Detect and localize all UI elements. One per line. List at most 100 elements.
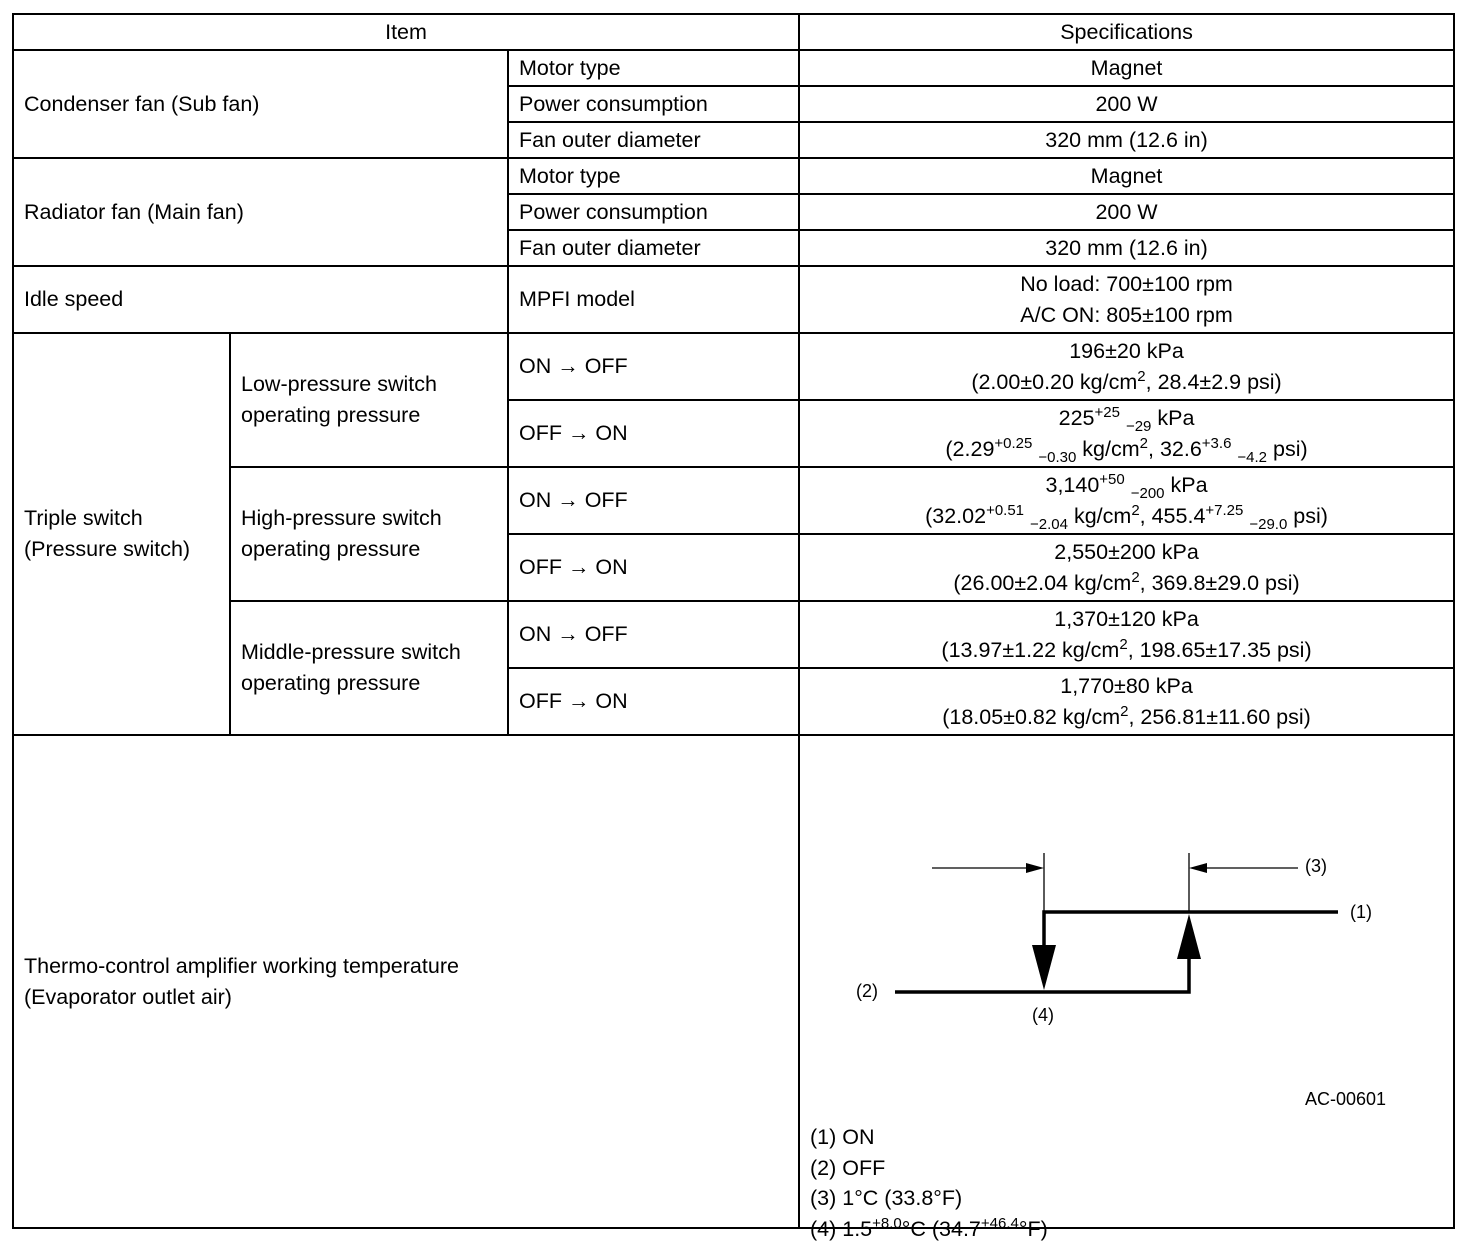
dimension-arrow-icon (1026, 863, 1044, 873)
spec-line: No load: 700±100 rpm (1020, 271, 1233, 296)
subscript: −200 (1130, 484, 1165, 502)
label-3: (3) (1305, 856, 1327, 876)
mode-cell: OFF → ON (506, 533, 801, 602)
spec-line: 225+25 −29 kPa (804, 403, 1449, 434)
spec-line: 196±20 kPa (804, 336, 1449, 367)
text-segment: (2.29 (945, 436, 995, 461)
spec-cell: Magnet (798, 157, 1456, 195)
text-segment: 225 (1058, 405, 1095, 430)
label-4: (4) (1032, 1005, 1054, 1025)
radiator-fan-label: Radiator fan (Main fan) (12, 157, 509, 267)
specifications-table: Item Specifications Condenser fan (Sub f… (11, 13, 1456, 1229)
spec-cell: 196±20 kPa (2.00±0.20 kg/cm2, 28.4±2.9 ps… (798, 332, 1456, 401)
spec-cell: 320 mm (12.6 in) (798, 121, 1456, 159)
superscript: +8.0 (872, 1214, 902, 1232)
superscript: +3.6 (1201, 434, 1232, 452)
text-segment: (13.97±1.22 kg/cm (941, 637, 1120, 662)
header-row: Item Specifications (11, 13, 1456, 51)
subscript: −2.04 (1030, 515, 1068, 533)
switch-group-label: High-pressure switch operating pressure (229, 466, 509, 602)
spec-line: 1,770±80 kPa (804, 671, 1449, 702)
mode-cell: OFF → ON (506, 667, 801, 736)
item-cell: Fan outer diameter (506, 229, 801, 267)
text-segment: 1,770±80 kPa (1060, 673, 1193, 698)
text-segment: , 369.8±29.0 psi) (1139, 570, 1300, 595)
label-line: Middle-pressure switch (241, 640, 461, 664)
superscript: 2 (1119, 635, 1128, 653)
text-segment: (2.00±0.20 kg/cm (971, 369, 1138, 394)
text-segment: , 198.65±17.35 psi) (1127, 637, 1312, 662)
text-segment: , 256.81±11.60 psi) (1128, 704, 1311, 729)
superscript: +46.4 (980, 1214, 1019, 1232)
spec-line: 2,550±200 kPa (804, 537, 1449, 568)
text-segment: 1,370±120 kPa (1054, 606, 1199, 631)
idle-speed-label: Idle speed (12, 265, 509, 334)
text-segment: (32.02 (925, 503, 987, 528)
text-segment: kPa (1151, 405, 1195, 430)
spec-line: (32.02+0.51 −2.04 kg/cm2, 455.4+7.25 −29… (804, 501, 1449, 532)
text-segment: °F) (1018, 1216, 1048, 1241)
label-line: operating pressure (241, 671, 421, 695)
spec-cell: 320 mm (12.6 in) (798, 229, 1456, 267)
diagram-legend: (1) ON (2) OFF (3) 1°C (33.8°F) (4) 1.5+8.0… (810, 1122, 1048, 1244)
spec-line: (2) OFF (810, 1153, 1048, 1184)
text-segment: (3) 1°C (33.8°F) (810, 1186, 963, 1210)
spec-line: A/C ON: 805±100 rpm (1020, 302, 1233, 327)
superscript: +7.25 (1205, 501, 1244, 519)
spec-line: (13.97±1.22 kg/cm2, 198.65±17.35 psi) (804, 635, 1449, 666)
spec-cell: No load: 700±100 rpm A/C ON: 805±100 rpm (798, 265, 1456, 334)
superscript: 2 (1131, 501, 1140, 519)
superscript: +0.51 (986, 501, 1025, 519)
superscript: 2 (1131, 568, 1140, 586)
spec-cell: 1,770±80 kPa (18.05±0.82 kg/cm2, 256.81±1… (798, 667, 1456, 736)
triple-switch-label: Triple switch (Pressure switch) (12, 332, 231, 736)
label-line: (Evaporator outlet air) (24, 984, 232, 1009)
subscript: −4.2 (1237, 448, 1268, 466)
spec-line: (4) 1.5+8.0°C (34.7+46.4°F) (810, 1214, 1048, 1245)
on-line (1042, 910, 1338, 950)
spec-cell: 225+25 −29 kPa (2.29+0.25 −0.30 kg/cm2, 3… (798, 399, 1456, 468)
superscript: +25 (1094, 403, 1120, 421)
off-line (895, 955, 1191, 994)
item-cell: MPFI model (506, 265, 801, 334)
mode-cell: OFF → ON (506, 399, 801, 468)
switch-group-label: Low-pressure switch operating pressure (229, 332, 509, 468)
item-cell: Fan outer diameter (506, 121, 801, 159)
text-segment: (1) ON (810, 1125, 875, 1149)
thermo-diagram-cell (798, 734, 1456, 1229)
text-segment: 196±20 kPa (1069, 338, 1184, 363)
arrow-up-icon (1177, 914, 1201, 959)
label-line: Triple switch (24, 506, 143, 530)
switch-group-label: Middle-pressure switch operating pressure (229, 600, 509, 736)
spec-line: (18.05±0.82 kg/cm2, 256.81±11.60 psi) (804, 702, 1449, 733)
spec-line: (2.00±0.20 kg/cm2, 28.4±2.9 psi) (804, 367, 1449, 398)
spec-line: 1,370±120 kPa (804, 604, 1449, 635)
spec-line: (3) 1°C (33.8°F) (810, 1183, 1048, 1214)
text-segment: kg/cm (1067, 503, 1132, 528)
text-segment: °C (34.7 (901, 1216, 981, 1241)
superscript: 2 (1139, 434, 1148, 452)
subscript: −29.0 (1249, 515, 1288, 533)
header-specifications: Specifications (798, 13, 1456, 51)
spec-cell: Magnet (798, 49, 1456, 87)
text-segment: 3,140 (1045, 472, 1100, 497)
mode-cell: ON → OFF (506, 332, 801, 401)
header-item: Item (11, 13, 801, 51)
label-line: operating pressure (241, 537, 421, 561)
item-cell: Power consumption (506, 85, 801, 123)
spec-line: (1) ON (810, 1122, 1048, 1153)
spec-cell: 200 W (798, 193, 1456, 231)
spec-line: (26.00±2.04 kg/cm2, 369.8±29.0 psi) (804, 568, 1449, 599)
text-segment: (2) OFF (810, 1155, 886, 1180)
spec-cell: 200 W (798, 85, 1456, 123)
text-segment: kg/cm (1076, 436, 1140, 461)
item-cell: Motor type (506, 49, 801, 87)
text-segment: (18.05±0.82 kg/cm (942, 704, 1121, 729)
arrow-down-icon (1032, 945, 1056, 990)
superscript: 2 (1120, 702, 1129, 720)
spec-line: 3,140+50 −200 kPa (804, 470, 1449, 501)
label-line: Thermo-control amplifier working tempera… (24, 953, 459, 978)
item-cell: Motor type (506, 157, 801, 195)
text-segment: (26.00±2.04 kg/cm (953, 570, 1132, 595)
thermo-label: Thermo-control amplifier working tempera… (11, 734, 801, 1229)
